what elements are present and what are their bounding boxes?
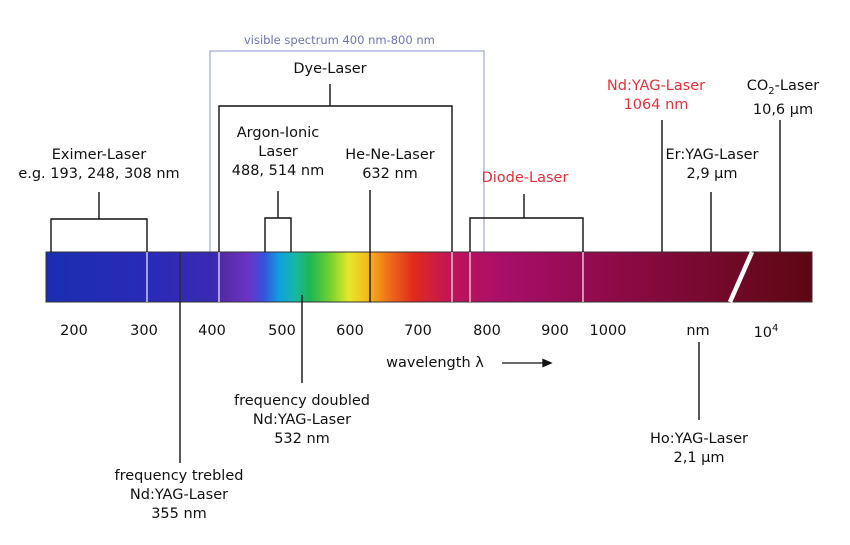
hoyag-line2: 2,1 µm [673, 450, 725, 466]
frequency-trebled-label: frequency trebled Nd:YAG-Laser 355 nm [99, 467, 259, 524]
tick-200: 200 [60, 323, 88, 339]
hoyag-line1: Ho:YAG-Laser [650, 431, 748, 447]
eximer-laser-label: Eximer-Laser e.g. 193, 248, 308 nm [14, 146, 184, 184]
spectrum-bar [45, 251, 813, 303]
argon-bracket [264, 217, 292, 252]
doubled-line3: 532 nm [274, 431, 330, 447]
ndyag-line1: Nd:YAG-Laser [606, 78, 706, 94]
ndyag-laser-label: Nd:YAG-Laser 1064 nm [600, 77, 712, 115]
doubled-line2: Nd:YAG-Laser [252, 412, 352, 428]
dye-laser-label: Dye-Laser [293, 61, 367, 77]
diode-laser-label: Diode-Laser [481, 170, 569, 186]
tick-nm: nm [686, 323, 710, 339]
tick-500: 500 [268, 323, 296, 339]
eximer-bracket [50, 218, 148, 252]
tick-600: 600 [336, 323, 364, 339]
hoyag-laser-label: Ho:YAG-Laser 2,1 µm [642, 430, 756, 468]
trebled-line2: Nd:YAG-Laser [129, 487, 229, 503]
trebled-line1: frequency trebled [114, 468, 244, 484]
eryag-laser-label: Er:YAG-Laser 2,9 µm [658, 146, 766, 184]
tick-800: 800 [473, 323, 501, 339]
diode-bracket [469, 217, 584, 252]
axis-break [727, 251, 755, 303]
co2-laser-label: CO2-Laser 10,6 µm [733, 77, 833, 120]
ndyag-line2: 1064 nm [623, 97, 689, 113]
doubled-line1: frequency doubled [234, 393, 370, 409]
argon-line1: Argon-Ionic [236, 125, 320, 141]
tick-700: 700 [404, 323, 432, 339]
co2-subscript: 2 [768, 85, 775, 97]
eximer-line1: Eximer-Laser [51, 147, 147, 163]
co2-text: CO [746, 78, 769, 94]
tick-300: 300 [130, 323, 158, 339]
tick-1000: 1000 [589, 323, 627, 339]
tick-ten: 10 [753, 324, 773, 341]
hene-laser-label: He-Ne-Laser 632 nm [335, 146, 445, 184]
spectrum-gridlines [146, 252, 584, 302]
argon-laser-label: Argon-Ionic Laser 488, 514 nm [218, 124, 338, 181]
argon-line3: 488, 514 nm [231, 163, 325, 179]
tick-900: 900 [541, 323, 569, 339]
tick-400: 400 [198, 323, 226, 339]
tick-exponent: 4 [772, 323, 779, 334]
trebled-line3: 355 nm [151, 506, 207, 522]
eximer-line2: e.g. 193, 248, 308 nm [18, 166, 180, 182]
eryag-line2: 2,9 µm [686, 166, 738, 182]
wavelength-arrow [502, 358, 553, 368]
hene-line1: He-Ne-Laser [345, 147, 435, 163]
tick-10-4: 104 [736, 323, 796, 341]
hene-line2: 632 nm [362, 166, 418, 182]
co2-line1: CO2-Laser [733, 77, 833, 101]
co2-suffix: -Laser [774, 78, 820, 94]
dye-bracket [218, 105, 453, 252]
wavelength-label: wavelength λ [386, 355, 484, 371]
frequency-doubled-label: frequency doubled Nd:YAG-Laser 532 nm [222, 392, 382, 449]
co2-line2: 10,6 µm [752, 101, 814, 118]
eryag-line1: Er:YAG-Laser [665, 147, 759, 163]
argon-line2: Laser [258, 144, 298, 160]
visible-spectrum-label: visible spectrum 400 nm-800 nm [244, 33, 435, 47]
